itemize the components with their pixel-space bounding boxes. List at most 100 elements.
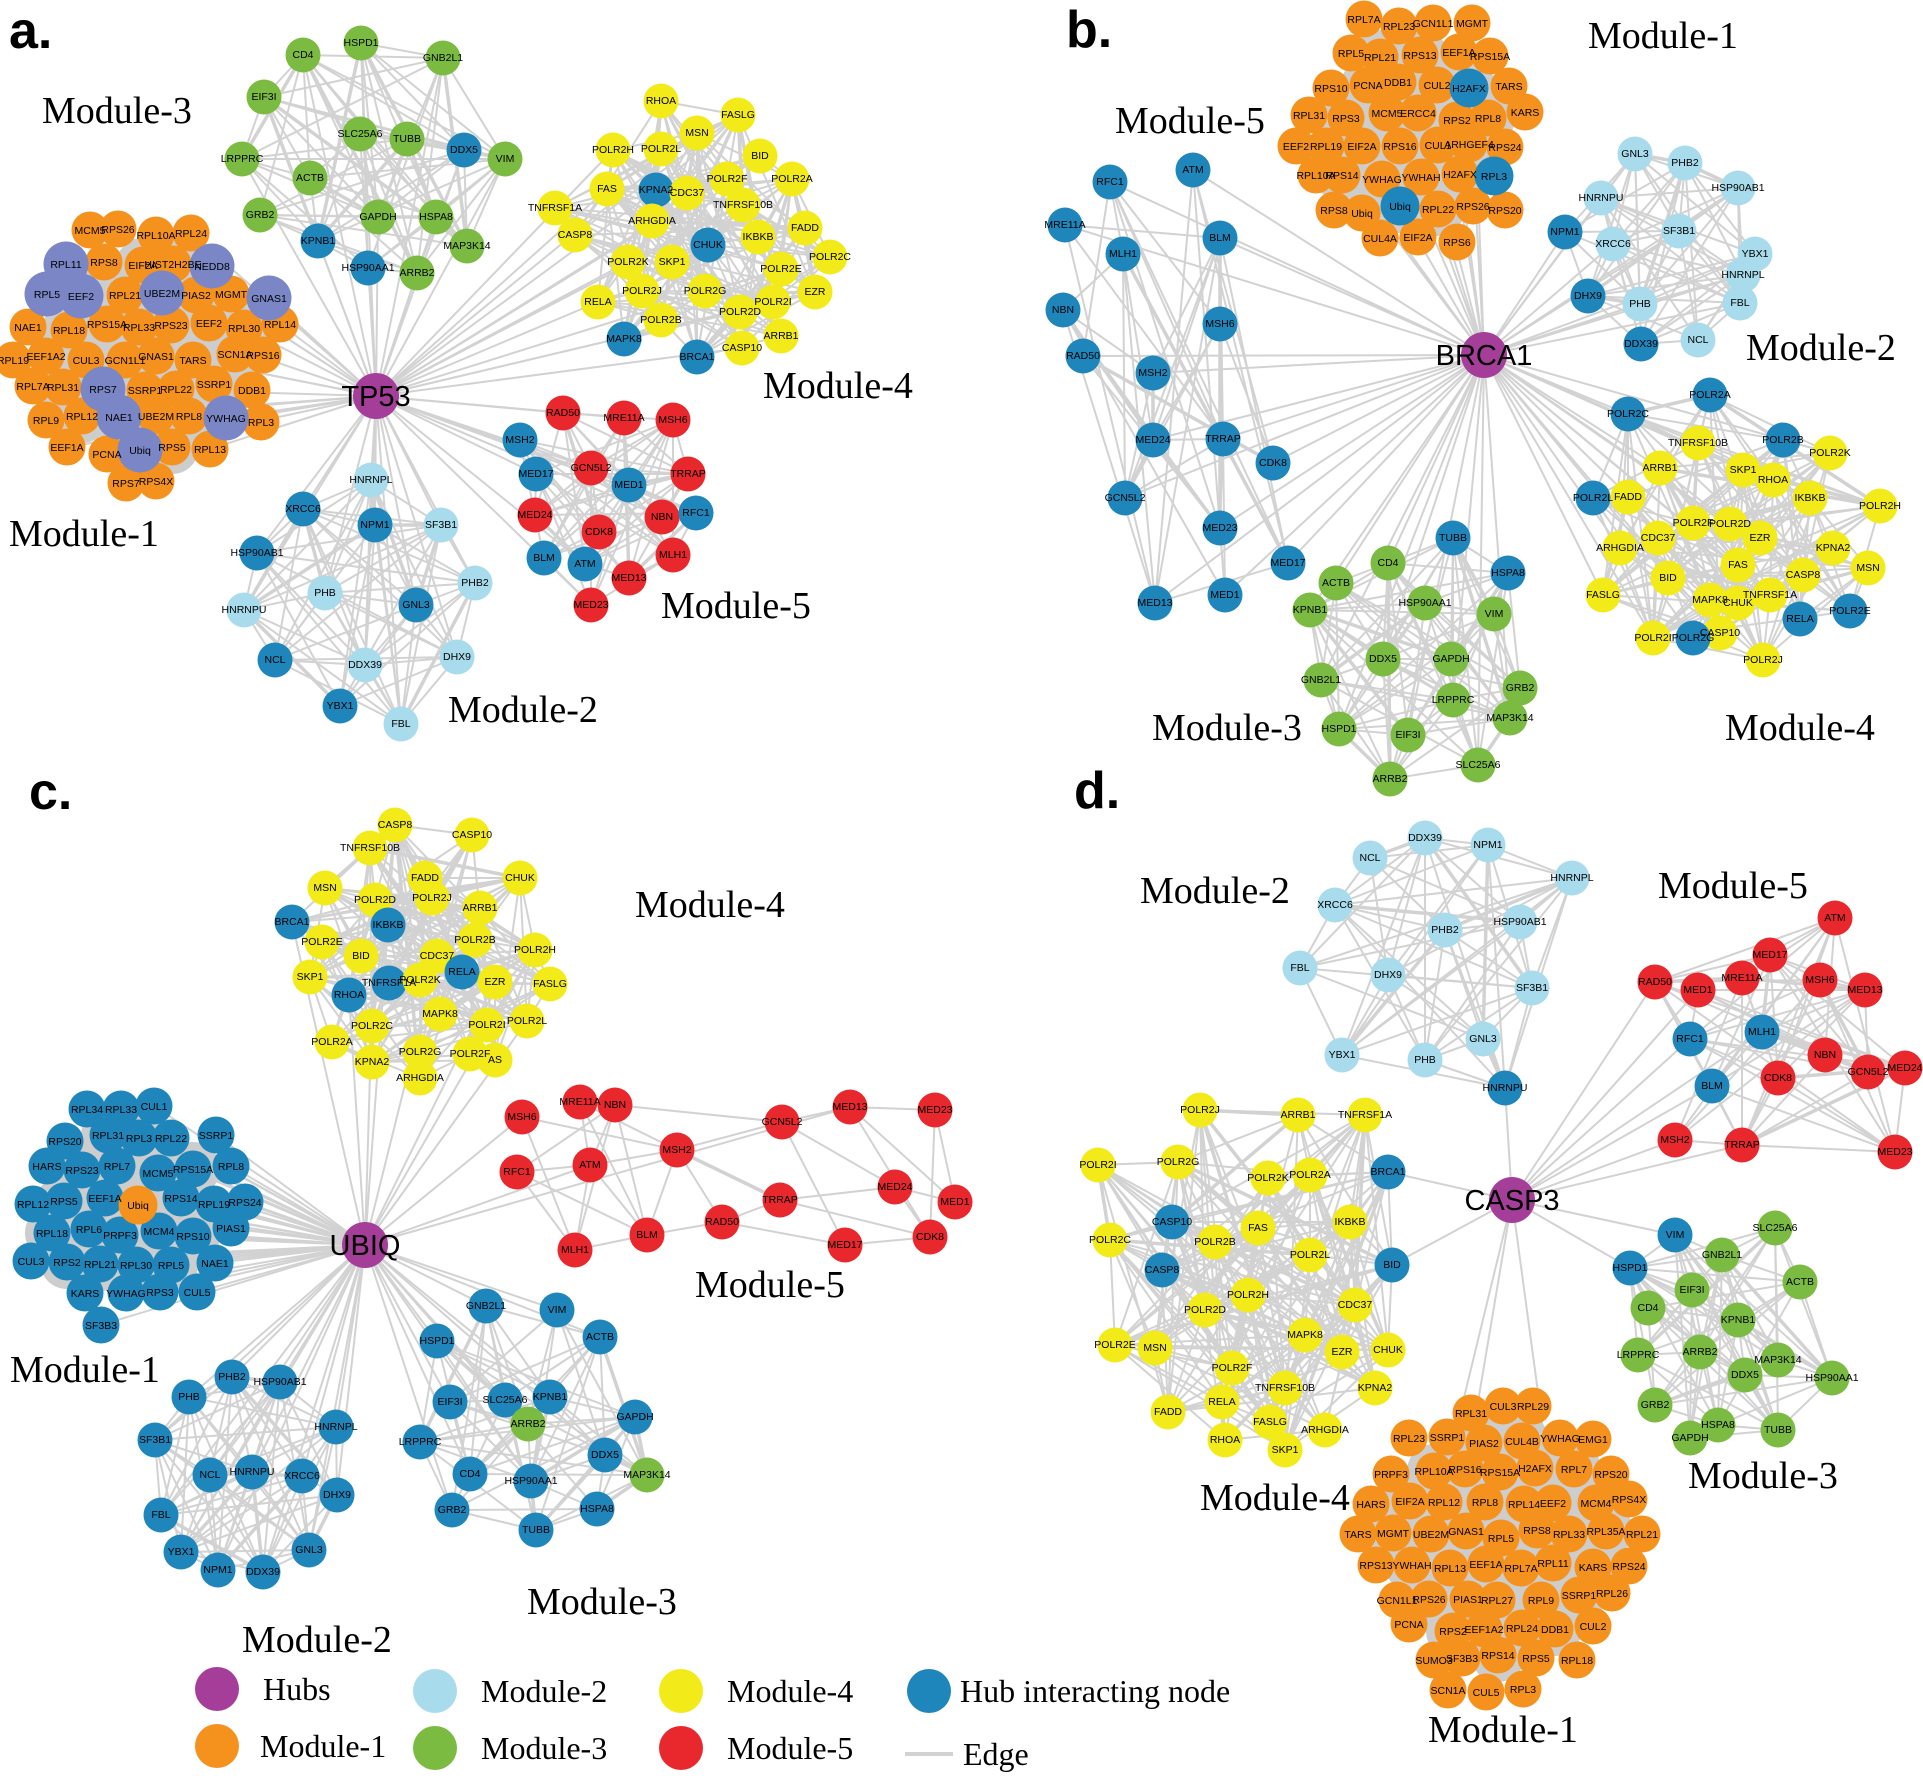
svg-text:BRCA1: BRCA1 — [1436, 340, 1533, 372]
svg-text:MED13: MED13 — [611, 572, 646, 584]
svg-text:EIF3I: EIF3I — [437, 1396, 462, 1408]
svg-text:RPL24: RPL24 — [175, 228, 207, 240]
svg-text:CHUK: CHUK — [693, 239, 723, 251]
svg-text:ARRB2: ARRB2 — [399, 267, 434, 279]
svg-text:POLR2D: POLR2D — [354, 894, 396, 906]
svg-text:Module-4: Module-4 — [1200, 1477, 1350, 1519]
svg-text:Module-5: Module-5 — [695, 1264, 845, 1306]
svg-text:TNFRSF1A: TNFRSF1A — [1338, 1109, 1392, 1121]
svg-text:RPS5: RPS5 — [1522, 1653, 1550, 1665]
svg-text:RPL22: RPL22 — [155, 1133, 187, 1145]
svg-text:RPL22: RPL22 — [1422, 204, 1454, 216]
svg-text:MED23: MED23 — [1877, 1146, 1912, 1158]
svg-text:MED17: MED17 — [1270, 557, 1305, 569]
svg-text:EEF1A: EEF1A — [1442, 47, 1475, 59]
svg-text:MCM4: MCM4 — [1581, 1498, 1612, 1510]
svg-text:XRCC6: XRCC6 — [284, 1470, 320, 1482]
svg-text:RPL8: RPL8 — [218, 1161, 244, 1173]
svg-text:RPL31: RPL31 — [47, 382, 79, 394]
svg-text:KARS: KARS — [71, 1288, 100, 1300]
svg-text:RPS15A: RPS15A — [1480, 1467, 1520, 1479]
svg-text:KARS: KARS — [1579, 1562, 1608, 1574]
svg-text:NCL: NCL — [199, 1469, 220, 1481]
svg-text:HSP90AB1: HSP90AB1 — [253, 1376, 306, 1388]
svg-text:CUL4B: CUL4B — [1505, 1436, 1539, 1448]
svg-text:EEF1A: EEF1A — [88, 1193, 121, 1205]
svg-text:POLR2C: POLR2C — [809, 251, 851, 263]
svg-text:POLR2I: POLR2I — [1634, 632, 1671, 644]
svg-text:MSN: MSN — [313, 882, 336, 894]
svg-text:TUBB: TUBB — [1439, 532, 1467, 544]
svg-text:CASP10: CASP10 — [452, 829, 492, 841]
svg-text:HSP90AA1: HSP90AA1 — [1398, 597, 1451, 609]
svg-text:POLR2J: POLR2J — [412, 892, 452, 904]
svg-text:ARHGEF4: ARHGEF4 — [1444, 139, 1494, 151]
svg-text:PHB2: PHB2 — [461, 577, 489, 589]
svg-text:CDC37: CDC37 — [1338, 1299, 1373, 1311]
svg-text:MAPK8: MAPK8 — [422, 1008, 458, 1020]
svg-text:SLC25A6: SLC25A6 — [338, 128, 383, 140]
svg-text:POLR2E: POLR2E — [1829, 605, 1870, 617]
svg-text:RELA: RELA — [448, 966, 475, 978]
svg-text:CD4: CD4 — [459, 1468, 480, 1480]
svg-text:MLH1: MLH1 — [1748, 1026, 1776, 1038]
svg-text:RPL10A: RPL10A — [136, 230, 175, 242]
svg-text:GNAS1: GNAS1 — [251, 293, 287, 305]
svg-text:PCNA: PCNA — [92, 449, 121, 461]
svg-text:CUL1: CUL1 — [141, 1101, 168, 1113]
svg-text:RPS23: RPS23 — [154, 320, 187, 332]
svg-text:CUL5: CUL5 — [1473, 1687, 1500, 1699]
svg-text:CASP8: CASP8 — [378, 819, 413, 831]
svg-text:SSRP1: SSRP1 — [197, 379, 232, 391]
svg-text:RPL3: RPL3 — [1510, 1684, 1536, 1696]
svg-text:MED17: MED17 — [518, 468, 553, 480]
svg-text:EIF2A: EIF2A — [128, 260, 157, 272]
svg-text:RPL34: RPL34 — [71, 1104, 103, 1116]
svg-text:RPL11: RPL11 — [50, 259, 81, 271]
svg-text:CHUK: CHUK — [505, 872, 535, 884]
svg-text:DDX39: DDX39 — [1408, 832, 1442, 844]
svg-text:GAPDH: GAPDH — [1432, 653, 1469, 665]
svg-text:RPL18: RPL18 — [53, 325, 85, 337]
svg-text:CUL3: CUL3 — [18, 1256, 45, 1268]
svg-text:NCL: NCL — [264, 654, 285, 666]
svg-text:TARS: TARS — [1344, 1529, 1371, 1541]
svg-text:RPL7: RPL7 — [104, 1161, 130, 1173]
svg-text:TNFRSF10B: TNFRSF10B — [340, 842, 400, 854]
svg-text:POLR2B: POLR2B — [1194, 1236, 1235, 1248]
svg-text:MCM5: MCM5 — [75, 225, 106, 237]
svg-text:POLR2A: POLR2A — [771, 173, 812, 185]
svg-text:POLR2L: POLR2L — [507, 1015, 547, 1027]
svg-text:DDX5: DDX5 — [591, 1449, 619, 1461]
svg-text:RPS14: RPS14 — [1325, 170, 1358, 182]
svg-text:HSP90AA1: HSP90AA1 — [504, 1475, 557, 1487]
svg-text:RPL21: RPL21 — [84, 1259, 116, 1271]
svg-text:MED24: MED24 — [877, 1181, 912, 1193]
svg-text:RPS24: RPS24 — [228, 1197, 261, 1209]
svg-text:Module-3: Module-3 — [42, 90, 192, 132]
svg-text:EIF3I: EIF3I — [1395, 729, 1420, 741]
svg-text:RPS13: RPS13 — [1359, 1560, 1392, 1572]
svg-text:POLR2L: POLR2L — [1290, 1249, 1330, 1261]
svg-text:RPS24: RPS24 — [1612, 1561, 1645, 1573]
svg-text:ARRB2: ARRB2 — [1372, 773, 1407, 785]
svg-text:CASP8: CASP8 — [1786, 569, 1821, 581]
svg-text:RFC1: RFC1 — [682, 507, 710, 519]
svg-text:CASP3: CASP3 — [1464, 1185, 1559, 1217]
svg-text:RPL21: RPL21 — [1364, 52, 1396, 64]
svg-text:RFC1: RFC1 — [1096, 176, 1124, 188]
svg-text:PCNA: PCNA — [1353, 80, 1382, 92]
svg-text:RPL5: RPL5 — [158, 1260, 184, 1272]
svg-text:NBN: NBN — [604, 1099, 626, 1111]
svg-text:FBL: FBL — [1290, 962, 1309, 974]
svg-text:b.: b. — [1066, 1, 1112, 59]
svg-text:TRRAP: TRRAP — [1205, 433, 1241, 445]
svg-text:Module-4: Module-4 — [635, 884, 785, 926]
svg-text:MED24: MED24 — [1135, 434, 1170, 446]
svg-text:RPS4X: RPS4X — [139, 476, 173, 488]
svg-text:POLR2L: POLR2L — [641, 143, 681, 155]
svg-text:HSPA8: HSPA8 — [1491, 567, 1525, 579]
svg-text:RPS24: RPS24 — [1488, 142, 1521, 154]
svg-text:Module-1: Module-1 — [1428, 1709, 1578, 1751]
svg-text:EZR: EZR — [1332, 1346, 1353, 1358]
